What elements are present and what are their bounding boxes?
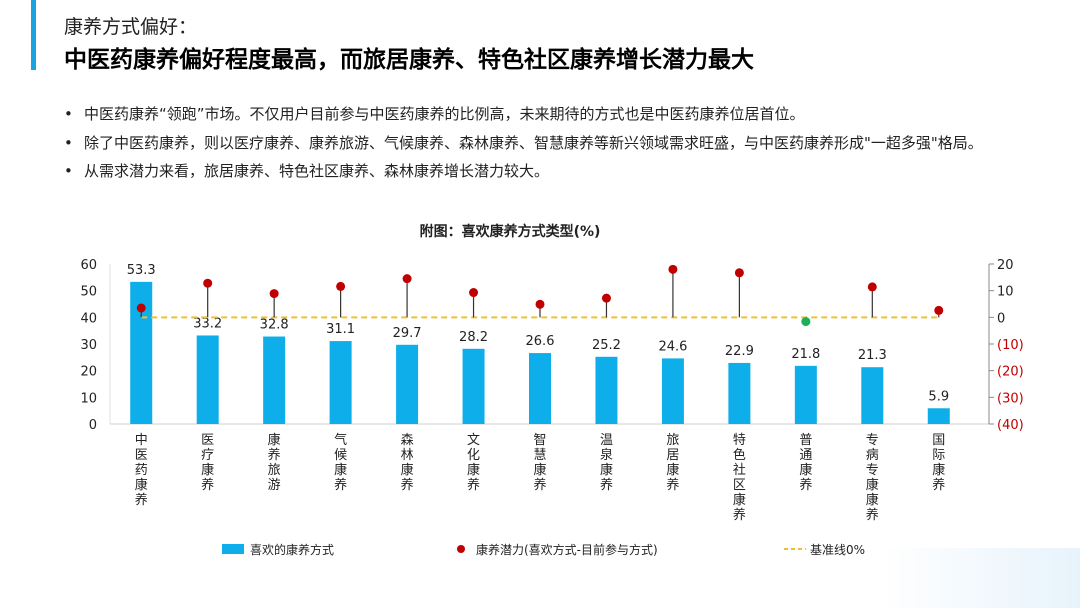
bar-value-label: 29.7 (393, 326, 422, 341)
bar (130, 281, 153, 424)
left-tick-label: 10 (80, 391, 97, 406)
legend-label: 康养潜力(喜欢方式-目前参与方式) (476, 542, 658, 557)
category-label: 特色社区康养 (733, 433, 746, 523)
bar-value-label: 24.6 (658, 339, 687, 354)
bullet-item: 中医药康养“领跑”市场。不仅用户目前参与中医药康养的比例高，未来期待的方式也是中… (62, 100, 1022, 129)
slide-title: 中医药康养偏好程度最高，而旅居康养、特色社区康养增长潜力最大 (64, 47, 754, 73)
bar-value-label: 22.9 (725, 344, 754, 359)
bar (396, 344, 419, 424)
bullet-item: 除了中医药康养，则以医疗康养、康养旅游、气候康养、森林康养、智慧康养等新兴领域需… (62, 129, 1022, 158)
right-tick-label: 20 (997, 258, 1014, 273)
potential-dot (934, 305, 944, 315)
bar-value-label: 26.6 (526, 334, 555, 349)
right-tick-label: 0 (997, 311, 1005, 326)
category-label: 旅居康养 (666, 433, 679, 493)
right-tick-label: (20) (997, 365, 1024, 380)
potential-dot (734, 268, 744, 278)
bar (595, 356, 618, 424)
legend-label: 喜欢的康养方式 (250, 542, 334, 557)
bar (529, 353, 551, 424)
potential-dot (535, 299, 545, 309)
chart-title: 附图：喜欢康养方式类型(%) (420, 223, 601, 240)
bar-value-label: 28.2 (459, 330, 488, 345)
category-label: 专病专康康养 (866, 433, 879, 523)
slide-subtitle: 康养方式偏好： (64, 16, 198, 38)
decorative-gradient (880, 548, 1080, 608)
legend-swatch-dot (457, 545, 465, 553)
category-label: 康养旅游 (268, 432, 281, 493)
potential-dot (601, 293, 611, 303)
bar-value-label: 33.2 (193, 316, 222, 331)
bar-value-label: 32.8 (260, 318, 289, 333)
bar-value-label: 53.3 (127, 263, 156, 278)
bar (728, 362, 751, 424)
bar-value-label: 5.9 (928, 389, 949, 404)
left-tick-label: 20 (80, 365, 97, 380)
left-tick-label: 0 (89, 418, 97, 433)
bar (263, 336, 286, 424)
category-label: 森林康养 (401, 433, 414, 493)
legend-swatch-bar (222, 544, 244, 554)
potential-dot (402, 274, 412, 284)
bar-value-label: 21.3 (858, 348, 887, 363)
potential-dot (801, 317, 811, 327)
category-label: 普通康养 (799, 433, 812, 493)
potential-dot (469, 288, 479, 298)
right-tick-label: (40) (997, 418, 1024, 433)
right-tick-label: (30) (997, 391, 1024, 406)
category-label: 国际康养 (932, 433, 945, 493)
accent-bar (31, 0, 36, 70)
potential-dot (867, 282, 877, 292)
category-label: 温泉康养 (600, 433, 613, 493)
bar (462, 348, 485, 424)
right-tick-label: 10 (997, 285, 1014, 300)
potential-dot (269, 289, 279, 299)
potential-dot (203, 278, 213, 288)
bar (329, 341, 352, 424)
potential-dot (668, 264, 678, 274)
bar (861, 367, 884, 424)
left-tick-label: 30 (80, 338, 97, 353)
category-label: 医疗康养 (201, 433, 214, 493)
potential-dot (336, 281, 346, 291)
category-label: 中医药康养 (135, 433, 148, 508)
bullet-item: 从需求潜力来看，旅居康养、特色社区康养、森林康养增长潜力较大。 (62, 157, 1022, 186)
legend-label: 基准线0% (810, 543, 865, 557)
potential-dot (136, 303, 146, 313)
bar-value-label: 21.8 (791, 347, 820, 362)
bar (661, 358, 684, 424)
right-tick-label: (10) (997, 338, 1024, 353)
bullet-list: 中医药康养“领跑”市场。不仅用户目前参与中医药康养的比例高，未来期待的方式也是中… (62, 100, 1022, 186)
bar-value-label: 31.1 (326, 322, 355, 337)
left-tick-label: 60 (80, 258, 97, 273)
bar (794, 365, 817, 424)
left-tick-label: 50 (80, 285, 97, 300)
bar (196, 335, 219, 424)
category-label: 文化康养 (467, 433, 480, 493)
bar-value-label: 25.2 (592, 338, 621, 353)
category-label: 智慧康养 (533, 433, 546, 493)
category-label: 气候康养 (334, 432, 347, 493)
left-tick-label: 40 (80, 311, 97, 326)
bar (927, 408, 950, 424)
